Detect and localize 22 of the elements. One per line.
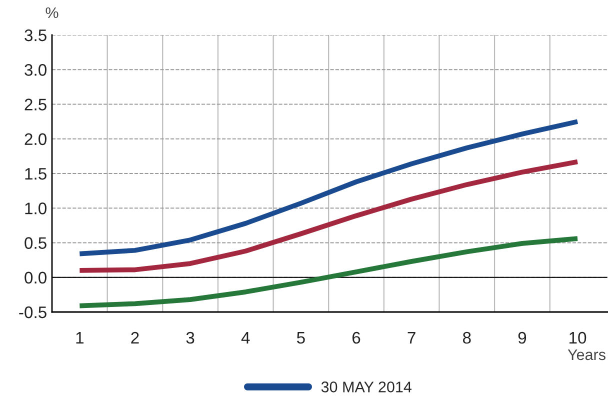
y-tick-label: -0.5	[19, 306, 46, 318]
y-tick-label: 3.0	[24, 64, 46, 76]
x-tick-label: 9	[518, 332, 526, 344]
x-axis-title: Years	[568, 349, 606, 360]
y-tick-label: 1.5	[25, 168, 46, 180]
x-tick-label: 4	[241, 332, 250, 344]
x-tick-label: 3	[186, 332, 194, 344]
x-tick-label: 6	[352, 332, 360, 344]
x-tick-label: 2	[131, 332, 139, 344]
y-tick-label: 1.0	[25, 202, 46, 214]
x-tick-label: 8	[462, 332, 471, 344]
y-tick-label: 0.5	[24, 237, 46, 249]
y-tick-label: 2.0	[24, 133, 46, 146]
x-tick-label: 5	[296, 332, 305, 344]
y-tick-label: 2.5	[24, 98, 46, 110]
legend-label: 30 MAY 2014	[321, 382, 412, 392]
y-tick-label: 0.0	[24, 272, 46, 284]
x-tick-label: 1	[76, 332, 84, 344]
y-tick-label: 3.5	[24, 29, 46, 42]
y-axis-title: %	[46, 7, 58, 18]
x-tick-label: 7	[408, 332, 416, 344]
x-tick-label: 10	[570, 332, 586, 344]
